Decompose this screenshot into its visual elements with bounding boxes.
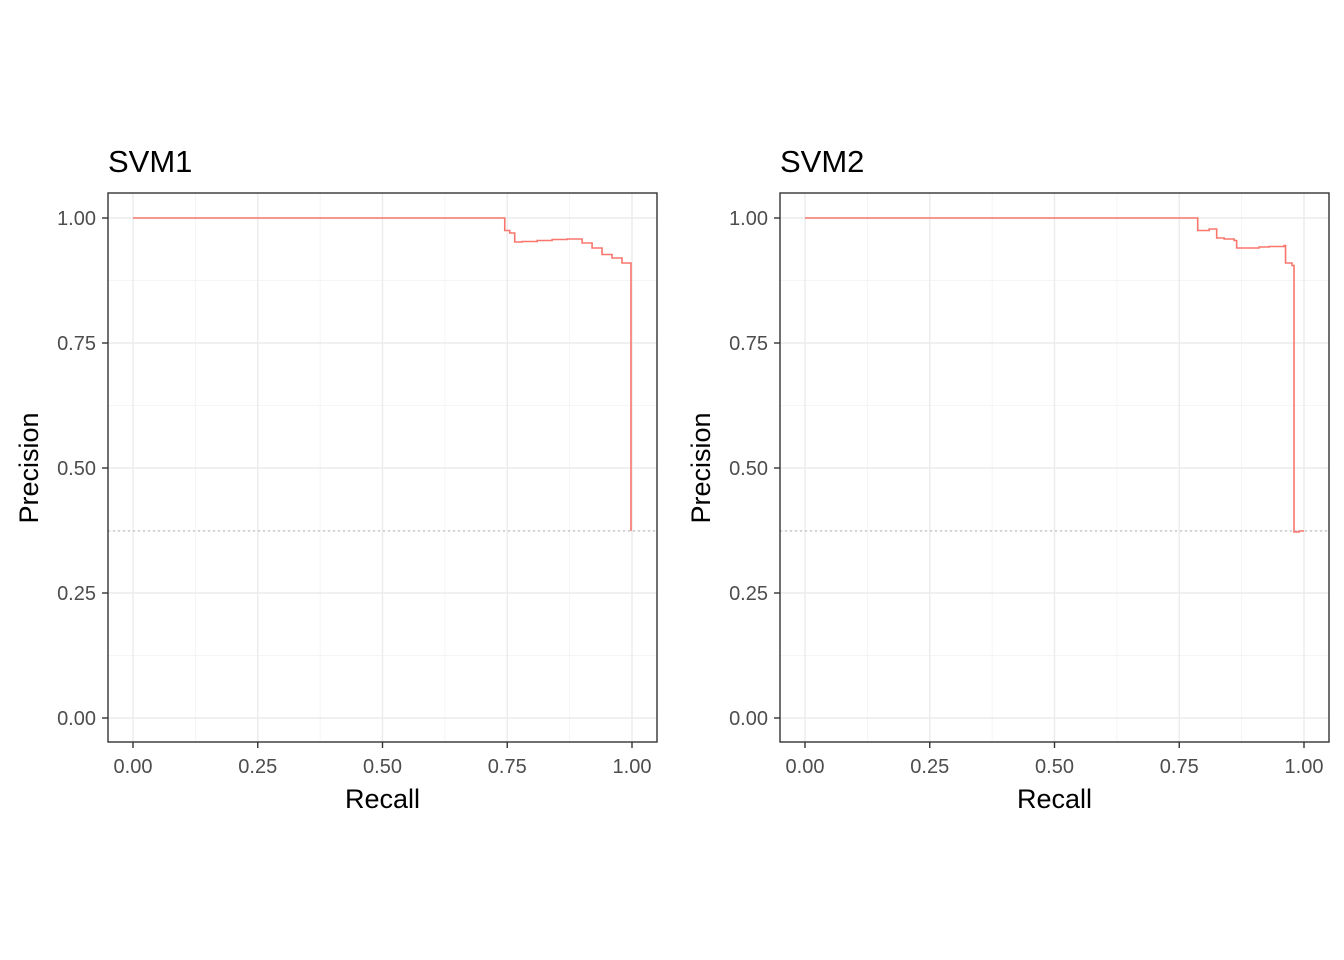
x-axis-label: Recall: [345, 784, 420, 814]
x-tick-label: 1.00: [1285, 756, 1324, 778]
x-tick-label: 0.75: [1160, 756, 1199, 778]
y-tick-label: 1.00: [729, 208, 768, 230]
series-layer: [133, 217, 632, 531]
y-tick-label: 0.00: [57, 708, 96, 730]
x-tick-label: 0.00: [786, 756, 825, 778]
x-axis-label: Recall: [1017, 784, 1092, 814]
precision-recall-curve: [805, 217, 1304, 533]
panel-svm1: SVM1 0.00 0.25 0.50 0.75 1.00 0.000.250.500.…: [14, 144, 658, 814]
x-tick-label: 0.75: [488, 756, 527, 778]
y-tick-label: 0.75: [57, 333, 96, 355]
y-tick-label: 1.00: [57, 208, 96, 230]
y-axis-label: Precision: [686, 412, 716, 523]
y-tick-label: 0.25: [57, 583, 96, 605]
y-tick-label: 0.25: [729, 583, 768, 605]
x-tick-label: 0.25: [238, 756, 277, 778]
y-tick-label: 0.50: [57, 458, 96, 480]
y-axis: 0.00 0.25 0.50 0.75 1.00: [57, 208, 108, 730]
chart-title: SVM1: [108, 144, 192, 179]
panel-background: [780, 193, 1329, 742]
y-axis-label: Precision: [14, 412, 44, 523]
x-tick-label: 1.00: [613, 756, 652, 778]
x-tick-label: 0.00: [114, 756, 153, 778]
x-axis: 0.00 0.25 0.50 0.75 1.00: [114, 742, 652, 778]
chart-title: SVM2: [780, 144, 864, 179]
y-tick-label: 0.50: [729, 458, 768, 480]
x-axis: 0.00 0.25 0.50 0.75 1.00: [786, 742, 1324, 778]
x-tick-label: 0.50: [1035, 756, 1074, 778]
y-axis: 0.00 0.25 0.50 0.75 1.00: [729, 208, 780, 730]
y-tick-label: 0.75: [729, 333, 768, 355]
x-tick-label: 0.50: [363, 756, 402, 778]
series-layer: [805, 217, 1304, 533]
panel-svm2: SVM2 0.00 0.25 0.50 0.75 1.00 0.000.250.500.…: [686, 144, 1330, 814]
y-tick-label: 0.00: [729, 708, 768, 730]
x-tick-label: 0.25: [910, 756, 949, 778]
panel-background: [108, 193, 657, 742]
precision-recall-curve: [133, 217, 632, 531]
